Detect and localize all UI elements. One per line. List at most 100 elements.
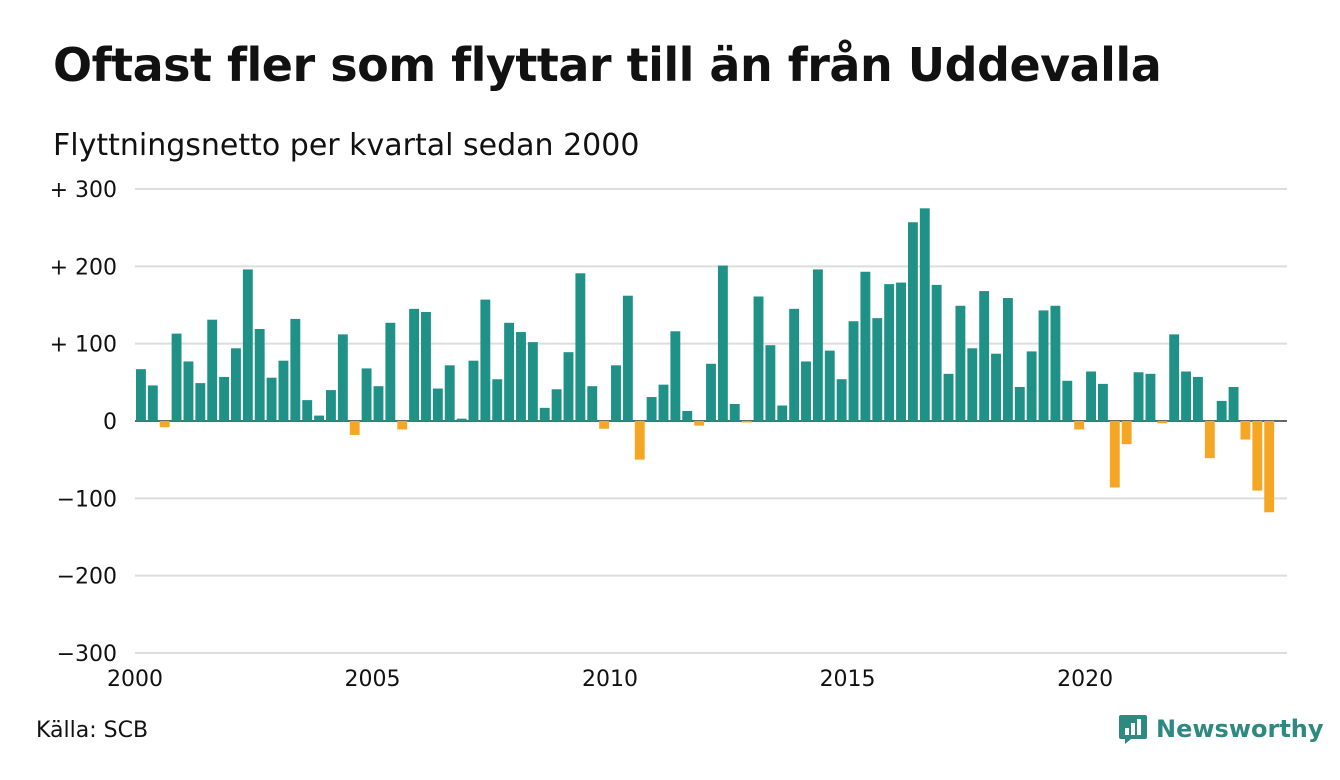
- bar: [955, 305, 966, 421]
- bar: [717, 265, 728, 421]
- x-tick-label: 2015: [820, 667, 876, 692]
- brand-logo: Newsworthy: [1118, 713, 1324, 745]
- bar: [1097, 383, 1108, 421]
- bar: [314, 415, 325, 421]
- bar: [1121, 421, 1132, 445]
- bar: [1086, 371, 1096, 421]
- bar: [658, 384, 669, 421]
- y-tick-label: + 200: [50, 255, 117, 280]
- bar: [824, 350, 835, 421]
- bar: [195, 383, 206, 421]
- bar: [1050, 305, 1061, 421]
- bar: [409, 308, 420, 421]
- bar: [991, 353, 1001, 421]
- bar: [848, 321, 859, 421]
- bar: [907, 222, 918, 421]
- bar: [943, 373, 954, 421]
- bar: [694, 421, 705, 426]
- bar: [967, 348, 978, 421]
- bar: [373, 386, 384, 421]
- chart-title: Oftast fler som flyttar till än från Udd…: [53, 38, 1162, 92]
- bar: [171, 333, 182, 421]
- newsworthy-logo-icon: [1119, 715, 1147, 744]
- bar: [456, 418, 467, 421]
- bar: [278, 360, 289, 421]
- bar: [1062, 380, 1073, 421]
- bar: [777, 405, 788, 421]
- bar: [349, 421, 360, 435]
- bar: [326, 390, 336, 421]
- x-tick-label: 2020: [1057, 667, 1113, 692]
- bar: [421, 311, 431, 421]
- bar: [516, 332, 526, 421]
- bar: [646, 397, 657, 421]
- x-tick-label: 2000: [107, 667, 163, 692]
- bar: [872, 318, 883, 421]
- bar: [599, 421, 610, 429]
- y-tick-label: + 300: [50, 178, 117, 203]
- bar: [539, 407, 550, 421]
- bar: [159, 421, 170, 428]
- y-tick-label: −300: [57, 642, 117, 667]
- bar: [1192, 376, 1203, 421]
- bar: [242, 269, 253, 421]
- y-tick-label: −200: [57, 565, 117, 590]
- bar: [432, 388, 443, 421]
- bar: [468, 360, 479, 421]
- bar: [337, 334, 348, 421]
- bar: [551, 389, 562, 421]
- bar: [896, 282, 906, 421]
- bar: [136, 369, 146, 421]
- bar: [1014, 386, 1025, 421]
- bar: [1026, 351, 1037, 421]
- bar: [1204, 421, 1215, 459]
- bar: [147, 385, 158, 421]
- bar: [1002, 298, 1013, 421]
- bar: [670, 331, 681, 421]
- bar: [1145, 373, 1156, 421]
- bar: [1133, 372, 1144, 421]
- bar: [1181, 371, 1191, 421]
- bar: [1074, 421, 1085, 430]
- bar: [979, 291, 990, 421]
- bar: [527, 342, 538, 421]
- bar: [290, 318, 301, 421]
- y-tick-label: −100: [57, 487, 117, 512]
- bar: [1228, 386, 1239, 421]
- bar: [361, 368, 372, 421]
- bar: [682, 410, 693, 421]
- bar: [812, 269, 823, 421]
- chart-subtitle: Flyttningsnetto per kvartal sedan 2000: [53, 128, 640, 163]
- bar: [480, 299, 491, 421]
- bar: [575, 273, 586, 421]
- bar: [801, 361, 811, 421]
- bar: [231, 348, 241, 421]
- bar: [302, 400, 313, 421]
- bar: [789, 308, 800, 421]
- bar: [753, 296, 764, 421]
- y-tick-label: + 100: [50, 333, 117, 358]
- bar: [931, 284, 942, 421]
- bar: [765, 345, 776, 421]
- bar: [219, 376, 230, 421]
- source-note: Källa: SCB: [36, 718, 149, 743]
- bar: [207, 319, 218, 421]
- bar: [860, 271, 871, 421]
- bar: [1216, 400, 1227, 421]
- bar: [1038, 310, 1049, 421]
- bar: [444, 365, 455, 421]
- bar: [611, 365, 621, 421]
- bar: [1169, 334, 1180, 421]
- bar: [587, 386, 598, 421]
- bar: [729, 403, 740, 421]
- bar: [397, 421, 408, 430]
- x-tick-label: 2005: [345, 667, 401, 692]
- bar: [1240, 421, 1251, 440]
- bar: [254, 328, 265, 421]
- bar: [1264, 421, 1275, 513]
- bar: [622, 295, 633, 421]
- bar: [634, 421, 645, 460]
- bar: [884, 284, 895, 421]
